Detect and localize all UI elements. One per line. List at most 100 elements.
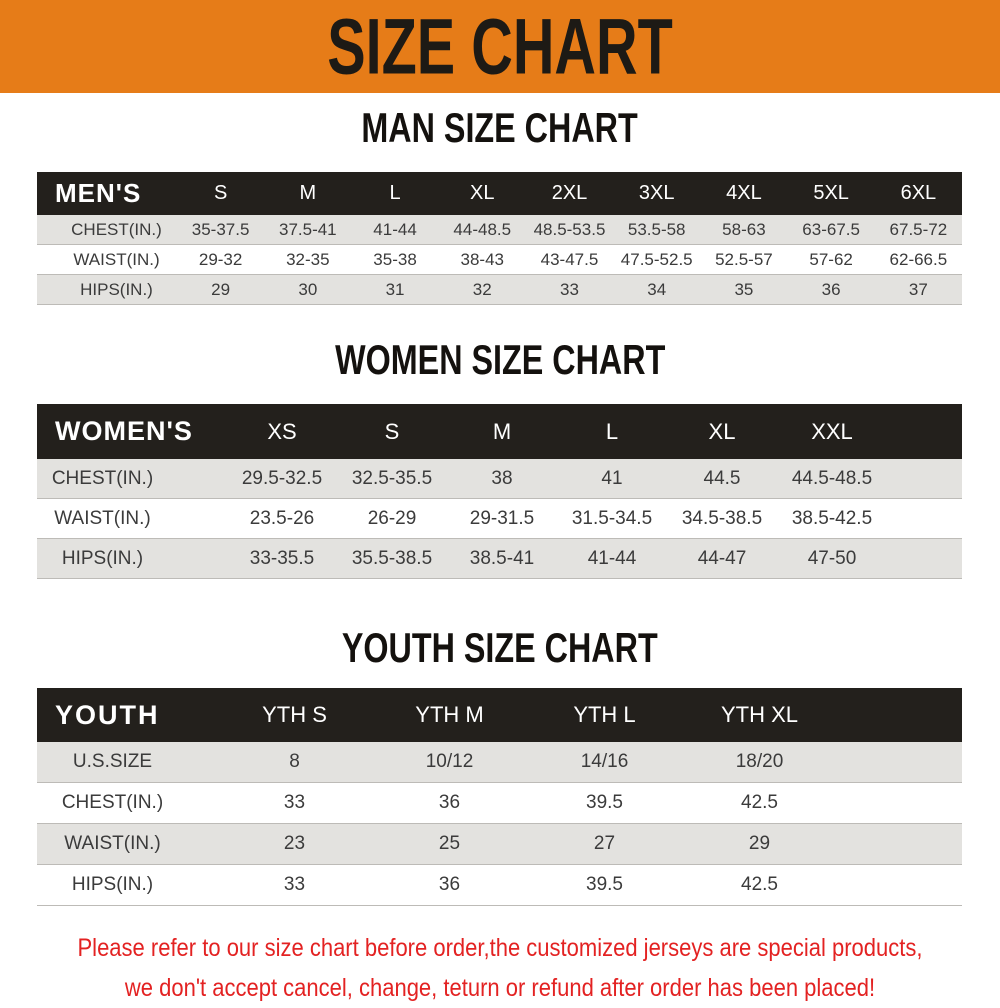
size-value: 23 bbox=[217, 824, 372, 865]
row-label: CHEST(IN.) bbox=[37, 215, 177, 245]
man-size-col: XL bbox=[438, 172, 526, 215]
youth-header-spacer bbox=[837, 688, 962, 742]
youth-size-table: YOUTH YTH S YTH M YTH L YTH XL U.S.SIZE … bbox=[37, 688, 962, 906]
women-size-col: M bbox=[447, 404, 557, 459]
size-value: 29 bbox=[682, 824, 837, 865]
women-size-col: XL bbox=[667, 404, 777, 459]
man-size-col: S bbox=[177, 172, 265, 215]
size-value: 37.5-41 bbox=[264, 215, 352, 245]
youth-size-col: YTH L bbox=[527, 688, 682, 742]
youth-table-label: YOUTH bbox=[37, 688, 217, 742]
man-section-heading: MAN SIZE CHART bbox=[0, 106, 1000, 152]
table-row: CHEST(IN.) 29.5-32.5 32.5-35.5 38 41 44.… bbox=[37, 459, 962, 499]
women-table-label: WOMEN'S bbox=[37, 404, 227, 459]
table-row: HIPS(IN.) 33-35.5 35.5-38.5 38.5-41 41-4… bbox=[37, 539, 962, 579]
row-spacer bbox=[837, 865, 962, 906]
youth-header-row: YOUTH YTH S YTH M YTH L YTH XL bbox=[37, 688, 962, 742]
size-value: 36 bbox=[787, 275, 875, 305]
disclaimer-line-1: Please refer to our size chart before or… bbox=[77, 934, 923, 962]
size-value: 32 bbox=[438, 275, 526, 305]
table-row: WAIST(IN.) 23 25 27 29 bbox=[37, 824, 962, 865]
women-header-spacer bbox=[887, 404, 962, 459]
size-value: 18/20 bbox=[682, 742, 837, 783]
women-size-table: WOMEN'S XS S M L XL XXL CHEST(IN.) 29.5-… bbox=[37, 404, 962, 579]
size-value: 29 bbox=[177, 275, 265, 305]
size-value: 39.5 bbox=[527, 783, 682, 824]
size-value: 31 bbox=[351, 275, 439, 305]
size-value: 57-62 bbox=[787, 245, 875, 275]
size-value: 37 bbox=[874, 275, 962, 305]
disclaimer-line-2: we don't accept cancel, change, teturn o… bbox=[124, 974, 876, 1002]
women-size-col: XXL bbox=[777, 404, 887, 459]
size-value: 39.5 bbox=[527, 865, 682, 906]
size-value: 38.5-41 bbox=[447, 539, 557, 579]
size-value: 38-43 bbox=[438, 245, 526, 275]
size-value: 30 bbox=[264, 275, 352, 305]
size-value: 35.5-38.5 bbox=[337, 539, 447, 579]
size-value: 26-29 bbox=[337, 499, 447, 539]
size-value: 36 bbox=[372, 783, 527, 824]
man-size-col: 4XL bbox=[700, 172, 788, 215]
table-row: CHEST(IN.) 33 36 39.5 42.5 bbox=[37, 783, 962, 824]
size-value: 25 bbox=[372, 824, 527, 865]
size-value: 29-31.5 bbox=[447, 499, 557, 539]
row-label: WAIST(IN.) bbox=[37, 499, 227, 539]
table-row: WAIST(IN.) 29-32 32-35 35-38 38-43 43-47… bbox=[37, 245, 962, 275]
size-value: 27 bbox=[527, 824, 682, 865]
man-size-col: M bbox=[264, 172, 352, 215]
size-value: 44.5 bbox=[667, 459, 777, 499]
table-row: U.S.SIZE 8 10/12 14/16 18/20 bbox=[37, 742, 962, 783]
size-value: 58-63 bbox=[700, 215, 788, 245]
size-value: 42.5 bbox=[682, 865, 837, 906]
women-size-col: XS bbox=[227, 404, 337, 459]
man-table-label: MEN'S bbox=[37, 172, 177, 215]
man-size-col: 2XL bbox=[525, 172, 614, 215]
man-size-table: MEN'S S M L XL 2XL 3XL 4XL 5XL 6XL CHEST… bbox=[37, 172, 962, 305]
row-label: U.S.SIZE bbox=[37, 742, 217, 783]
row-spacer bbox=[837, 783, 962, 824]
size-value: 67.5-72 bbox=[874, 215, 962, 245]
table-row: WAIST(IN.) 23.5-26 26-29 29-31.5 31.5-34… bbox=[37, 499, 962, 539]
disclaimer: Please refer to our size chart before or… bbox=[0, 928, 1000, 1008]
size-value: 10/12 bbox=[372, 742, 527, 783]
women-heading-text: WOMEN SIZE CHART bbox=[334, 337, 666, 385]
row-spacer bbox=[887, 539, 962, 579]
size-value: 48.5-53.5 bbox=[525, 215, 614, 245]
size-value: 47-50 bbox=[777, 539, 887, 579]
size-value: 34.5-38.5 bbox=[667, 499, 777, 539]
row-label: HIPS(IN.) bbox=[37, 865, 217, 906]
youth-section-heading: YOUTH SIZE CHART bbox=[0, 625, 1000, 673]
size-value: 41 bbox=[557, 459, 667, 499]
man-size-col: L bbox=[351, 172, 439, 215]
row-label: CHEST(IN.) bbox=[37, 459, 227, 499]
table-row: HIPS(IN.) 29 30 31 32 33 34 35 36 37 bbox=[37, 275, 962, 305]
size-value: 8 bbox=[217, 742, 372, 783]
size-value: 43-47.5 bbox=[525, 245, 614, 275]
size-value: 33-35.5 bbox=[227, 539, 337, 579]
size-value: 41-44 bbox=[557, 539, 667, 579]
women-size-col: L bbox=[557, 404, 667, 459]
size-value: 33 bbox=[217, 865, 372, 906]
row-label: HIPS(IN.) bbox=[37, 275, 177, 305]
size-value: 36 bbox=[372, 865, 527, 906]
youth-size-col: YTH M bbox=[372, 688, 527, 742]
size-value: 38.5-42.5 bbox=[777, 499, 887, 539]
table-row: HIPS(IN.) 33 36 39.5 42.5 bbox=[37, 865, 962, 906]
row-label: WAIST(IN.) bbox=[37, 245, 177, 275]
youth-heading-text: YOUTH SIZE CHART bbox=[342, 625, 658, 673]
size-value: 33 bbox=[525, 275, 614, 305]
banner-title: SIZE CHART bbox=[327, 2, 673, 91]
size-chart-banner: SIZE CHART bbox=[0, 0, 1000, 93]
man-size-col: 5XL bbox=[787, 172, 875, 215]
row-label: HIPS(IN.) bbox=[37, 539, 227, 579]
youth-size-col: YTH S bbox=[217, 688, 372, 742]
women-section-heading: WOMEN SIZE CHART bbox=[0, 337, 1000, 385]
women-header-row: WOMEN'S XS S M L XL XXL bbox=[37, 404, 962, 459]
size-value: 35-38 bbox=[351, 245, 439, 275]
size-value: 38 bbox=[447, 459, 557, 499]
row-spacer bbox=[837, 742, 962, 783]
size-value: 62-66.5 bbox=[874, 245, 962, 275]
size-value: 44.5-48.5 bbox=[777, 459, 887, 499]
size-value: 41-44 bbox=[351, 215, 439, 245]
size-value: 31.5-34.5 bbox=[557, 499, 667, 539]
